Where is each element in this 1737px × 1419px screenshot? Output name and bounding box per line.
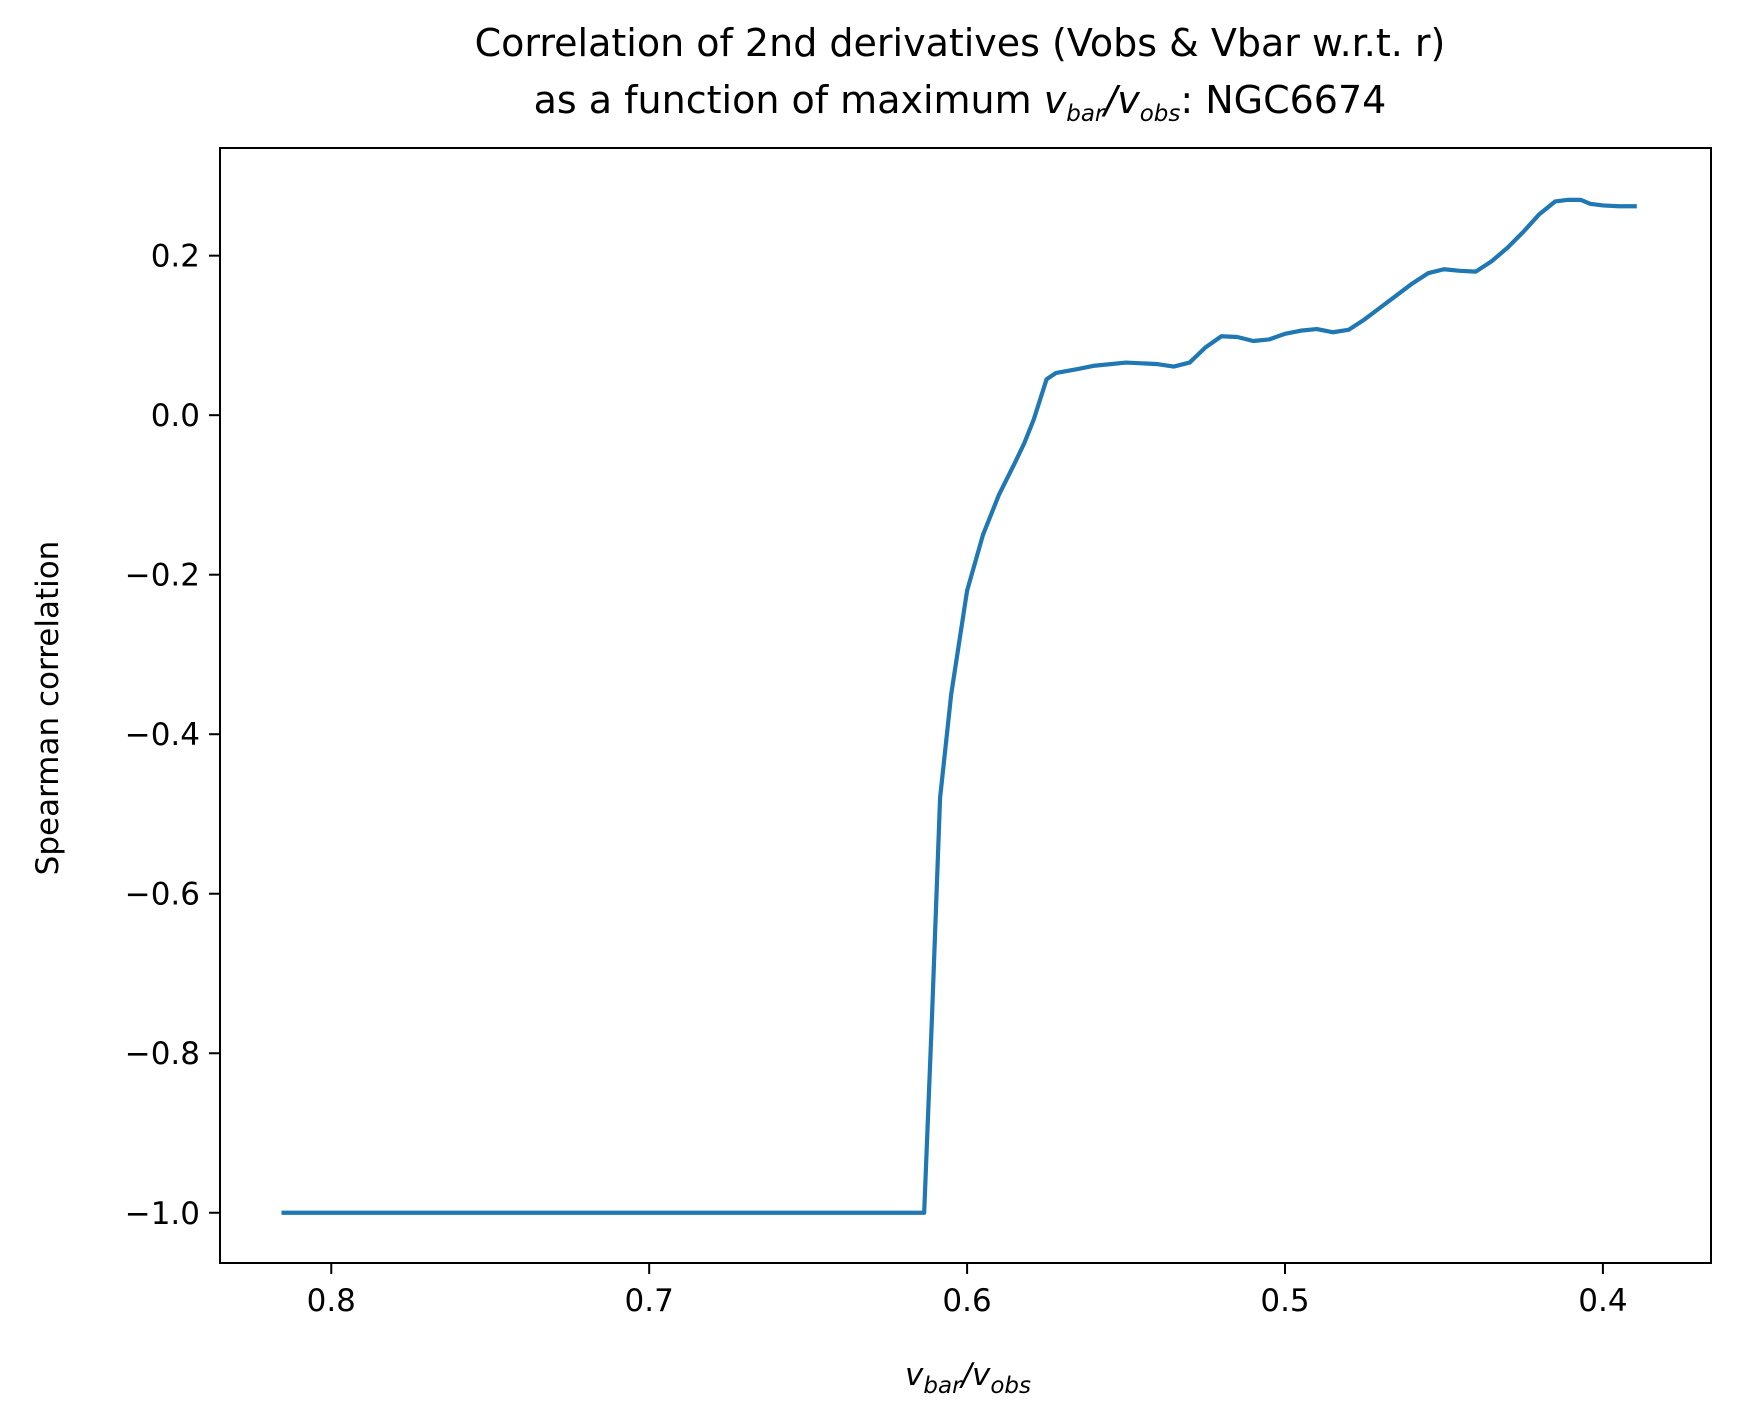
x-axis-label-sub-obs: obs xyxy=(990,1373,1031,1399)
y-tick-label: −0.6 xyxy=(125,877,200,913)
chart-title-suffix: : NGC6674 xyxy=(1180,78,1386,122)
y-tick-label: 0.2 xyxy=(151,239,200,275)
x-tick-label: 0.7 xyxy=(625,1283,674,1319)
chart-title-line-1: Correlation of 2nd derivatives (Vobs & V… xyxy=(475,21,1446,65)
y-tick-label: −0.4 xyxy=(125,717,200,753)
x-axis-label-sub-bar: bar xyxy=(923,1373,963,1399)
y-axis-label: Spearman correlation xyxy=(30,541,66,876)
plot-background xyxy=(220,148,1711,1263)
x-tick-label: 0.4 xyxy=(1578,1283,1627,1319)
x-axis-label-slash: /v xyxy=(959,1357,991,1393)
chart-title-sub-obs: obs xyxy=(1140,101,1181,127)
plot-frame xyxy=(219,147,1712,1264)
chart-title-sub-bar: bar xyxy=(1066,101,1106,127)
y-tick-label: −0.2 xyxy=(125,558,200,594)
chart-title-prefix: as a function of maximum xyxy=(534,78,1044,122)
x-axis-label: vbar/vobs xyxy=(905,1357,1031,1399)
series-layer xyxy=(281,197,1637,1215)
y-tick-label: −1.0 xyxy=(125,1196,200,1232)
axes: 0.8 0.7 0.6 0.5 0.4 0.2 0.0 −0.2 −0.4 −0.6 −0.8 −1.… xyxy=(125,147,1712,1319)
chart-title-v-bar: v xyxy=(1044,78,1067,122)
series-line-0 xyxy=(281,197,1637,1215)
chart-title-line-2: as a function of maximum vbar/vobs: NGC6… xyxy=(534,78,1387,127)
x-tick-label: 0.5 xyxy=(1260,1283,1309,1319)
chart-title-slash: /v xyxy=(1101,78,1140,122)
x-tick-label: 0.8 xyxy=(307,1283,356,1319)
x-tick-label: 0.6 xyxy=(942,1283,991,1319)
y-tick-label: 0.0 xyxy=(151,398,200,434)
x-axis-label-v: v xyxy=(905,1357,924,1393)
y-tick-label: −0.8 xyxy=(125,1036,200,1072)
plot-area xyxy=(220,148,1711,1263)
